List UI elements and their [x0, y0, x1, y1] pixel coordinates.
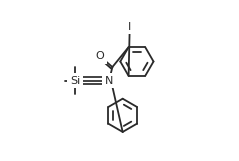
Text: N: N [105, 76, 113, 85]
Text: O: O [95, 51, 104, 61]
Text: I: I [128, 22, 131, 32]
Text: Si: Si [70, 76, 80, 85]
